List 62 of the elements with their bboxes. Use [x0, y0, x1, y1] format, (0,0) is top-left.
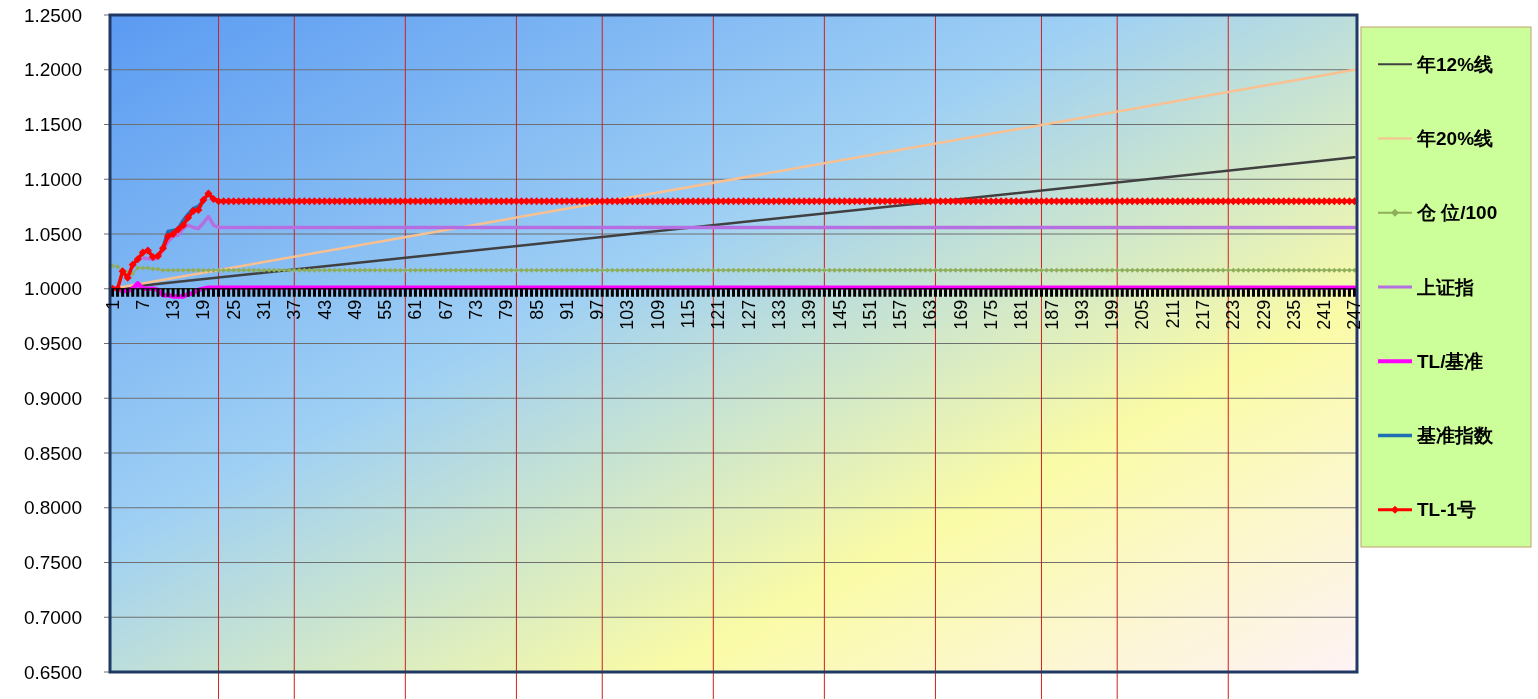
x-tick-label: 7: [132, 299, 153, 310]
x-tick-label: 151: [859, 299, 880, 330]
x-tick-label: 127: [738, 299, 759, 330]
x-tick-label: 55: [375, 299, 396, 320]
x-tick-label: 13: [163, 299, 184, 320]
y-tick-label: 1.0500: [23, 223, 82, 245]
x-tick-label: 145: [829, 299, 850, 330]
legend-label: 上证指: [1416, 276, 1474, 298]
legend-label: 年12%线: [1416, 53, 1494, 75]
y-tick-label: 0.7500: [23, 552, 82, 573]
x-tick-label: 97: [587, 299, 608, 320]
x-tick-label: 85: [526, 299, 547, 320]
legend-label: 基准指数: [1416, 425, 1494, 447]
x-tick-label: 241: [1314, 299, 1335, 330]
x-tick-label: 25: [223, 299, 244, 320]
x-tick-label: 79: [496, 299, 517, 320]
x-tick-label: 169: [950, 299, 971, 330]
x-tick-label: 103: [617, 299, 638, 330]
x-tick-label: 61: [405, 299, 426, 320]
x-tick-label: 115: [678, 299, 699, 329]
x-tick-label: 133: [768, 299, 789, 330]
x-tick-label: 193: [1071, 299, 1092, 330]
x-tick-label: 91: [556, 299, 577, 320]
x-tick-label: 211: [1162, 299, 1183, 329]
x-tick-label: 1: [102, 299, 123, 310]
x-tick-label: 31: [253, 299, 274, 320]
y-tick-label: 1.0000: [23, 278, 82, 300]
legend-label: TL/基准: [1417, 350, 1484, 372]
x-tick-label: 229: [1253, 299, 1274, 330]
x-tick-label: 43: [314, 299, 335, 320]
y-tick-label: 1.1500: [23, 114, 82, 135]
x-tick-label: 109: [647, 299, 668, 330]
x-tick-label: 235: [1283, 299, 1304, 330]
x-tick-label: 181: [1011, 299, 1032, 330]
x-tick-label: 67: [435, 299, 456, 320]
x-tick-label: 157: [890, 299, 911, 330]
y-tick-label: 0.9500: [23, 333, 82, 354]
x-tick-label: 199: [1102, 299, 1123, 330]
x-tick-label: 205: [1132, 299, 1153, 330]
legend-label: 年20%线: [1416, 127, 1494, 149]
x-tick-label: 121: [708, 299, 729, 330]
x-tick-label: 187: [1041, 299, 1062, 330]
x-tick-label: 37: [284, 299, 305, 320]
y-tick-label: 1.1000: [23, 168, 82, 190]
legend-label: TL-1号: [1417, 499, 1477, 521]
y-tick-label: 1.2500: [23, 4, 82, 26]
x-tick-label: 223: [1223, 299, 1244, 330]
y-tick-label: 0.8000: [23, 497, 82, 519]
x-tick-label: 139: [799, 299, 820, 330]
x-tick-label: 49: [344, 299, 365, 320]
x-tick-label: 175: [980, 299, 1001, 330]
y-tick-label: 0.9000: [23, 387, 82, 409]
y-tick-label: 0.8500: [23, 442, 82, 464]
x-tick-label: 163: [920, 299, 941, 330]
x-tick-label: 247: [1344, 299, 1365, 330]
y-tick-label: 0.7000: [23, 606, 82, 628]
legend-label: 仓 位/100: [1416, 202, 1498, 224]
y-tick-label: 1.2000: [23, 59, 82, 81]
x-tick-label: 217: [1193, 299, 1214, 330]
y-tick-label: 0.6500: [23, 661, 82, 683]
x-tick-label: 19: [193, 299, 214, 320]
x-tick-label: 73: [466, 299, 487, 320]
